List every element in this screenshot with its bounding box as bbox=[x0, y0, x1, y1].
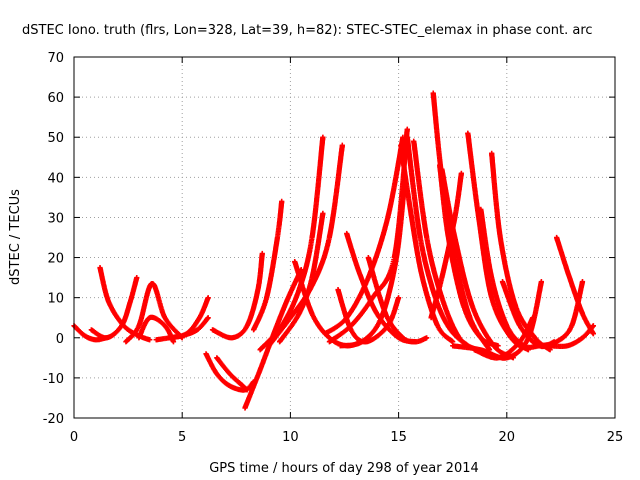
data-point bbox=[339, 142, 345, 148]
data-point bbox=[320, 210, 326, 216]
y-tick-label: -10 bbox=[43, 372, 64, 387]
y-tick-label: 0 bbox=[56, 332, 64, 347]
series-arc-10 bbox=[209, 250, 265, 341]
x-tick-label: 10 bbox=[282, 430, 299, 445]
y-tick-label: 70 bbox=[47, 51, 64, 66]
series-arc-09 bbox=[214, 355, 250, 393]
data-point bbox=[205, 295, 211, 301]
x-tick-label: 15 bbox=[390, 430, 407, 445]
axes: 0 5 10 15 20 25 -20 -10 0 10 20 30 40 50 60 70 bbox=[43, 51, 624, 445]
data-point bbox=[424, 335, 430, 341]
data-point bbox=[147, 337, 153, 343]
data-points bbox=[71, 90, 596, 411]
x-tick-label: 0 bbox=[70, 430, 78, 445]
data-point bbox=[134, 275, 140, 281]
series-arc-12 bbox=[251, 198, 285, 333]
y-tick-label: 30 bbox=[47, 211, 64, 226]
series-arc-04 bbox=[123, 281, 185, 345]
x-tick-label: 25 bbox=[607, 430, 624, 445]
series-arc-20 bbox=[322, 134, 406, 337]
x-axis-label: GPS time / hours of day 298 of year 2014 bbox=[209, 461, 479, 476]
series-arc-05 bbox=[136, 314, 177, 345]
series-arc-15 bbox=[277, 210, 326, 345]
x-tick-label: 5 bbox=[178, 430, 186, 445]
data-point bbox=[404, 126, 410, 132]
y-tick-label: 20 bbox=[47, 252, 64, 267]
series-arc-37 bbox=[536, 279, 586, 349]
y-axis-label: dSTEC / TECUs bbox=[8, 189, 23, 285]
data-point bbox=[244, 387, 250, 393]
data-point bbox=[279, 198, 285, 204]
data-point bbox=[205, 315, 211, 321]
data-point bbox=[170, 339, 177, 345]
y-tick-label: 10 bbox=[47, 292, 64, 307]
y-tick-label: 50 bbox=[47, 131, 64, 146]
series-arc-13 bbox=[257, 134, 326, 353]
y-tick-label: 40 bbox=[47, 171, 64, 186]
series-arc-07 bbox=[166, 315, 211, 341]
y-tick-label: -20 bbox=[43, 412, 64, 427]
plot-frame bbox=[73, 56, 616, 419]
series-arc-11 bbox=[242, 267, 304, 411]
data-point bbox=[259, 250, 265, 257]
data-point bbox=[396, 295, 402, 301]
grid bbox=[74, 57, 615, 418]
data-point bbox=[320, 134, 326, 140]
y-tick-label: 60 bbox=[47, 91, 64, 106]
x-tick-label: 20 bbox=[499, 430, 516, 445]
chart-title: dSTEC Iono. truth (flrs, Lon=328, Lat=39… bbox=[22, 23, 593, 38]
series-arc-14 bbox=[266, 142, 345, 349]
